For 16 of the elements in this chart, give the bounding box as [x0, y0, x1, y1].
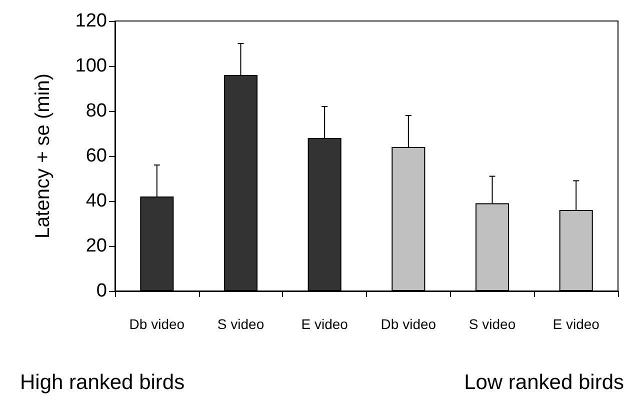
y-axis-title: Latency + se (min): [32, 73, 54, 239]
text: Low ranked birds: [464, 371, 624, 394]
text: High ranked birds: [20, 371, 185, 394]
x-tick-label: E video: [301, 316, 348, 332]
y-tick-label: 20: [86, 236, 107, 256]
x-tick-label: Db video: [380, 316, 436, 332]
x-tick-label: E video: [552, 316, 600, 332]
y-tick-label: 80: [86, 100, 107, 122]
y-tick-label: 40: [86, 190, 107, 212]
y-tick-label: 100: [75, 56, 107, 76]
y-tick-label: 0: [96, 280, 107, 302]
y-tick-label: 120: [75, 10, 107, 32]
y-tick-label: 60: [86, 146, 107, 166]
x-tick-label: S video: [468, 316, 516, 332]
x-tick-label: Db video: [129, 316, 185, 332]
x-tick-label: S video: [217, 316, 264, 332]
